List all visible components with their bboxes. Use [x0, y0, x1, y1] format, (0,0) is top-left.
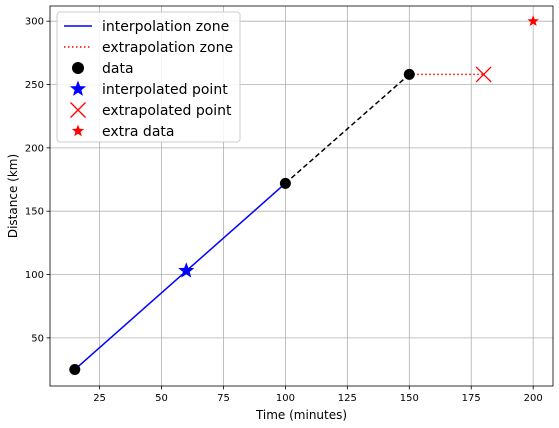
x-tick-label: 125	[338, 393, 357, 404]
data-point-interpolated-point	[178, 262, 195, 278]
legend-sample-circle	[72, 62, 84, 74]
y-tick-label: 100	[25, 270, 44, 281]
x-tick-label: 200	[524, 393, 543, 404]
series-line-interpolation-zone	[74, 182, 286, 371]
y-tick-label: 150	[25, 207, 44, 218]
series-line-dashed	[284, 73, 410, 184]
legend-label: interpolation zone	[102, 19, 229, 35]
legend-label: data	[102, 61, 134, 77]
x-tick-label: 50	[155, 393, 168, 404]
plot-frame	[49, 5, 554, 387]
legend-sample-star	[69, 80, 87, 96]
legend-label: extra data	[102, 124, 174, 140]
x-tick-label: 25	[93, 393, 106, 404]
y-tick-label: 200	[25, 143, 44, 154]
legend-label: extrapolation zone	[102, 40, 233, 56]
legend-label: interpolated point	[102, 82, 228, 98]
data-point-data	[403, 68, 415, 80]
x-tick-label: 150	[400, 393, 419, 404]
y-axis-label: Distance (km)	[6, 154, 20, 238]
x-axis-label: Time (minutes)	[255, 408, 347, 422]
ticks: 25 50 75 100 125 150 175 200 50 100 150 200 250 300	[25, 17, 543, 404]
x-tick-label: 100	[276, 393, 295, 404]
x-tick-label: 175	[462, 393, 481, 404]
data-point-extra-data	[527, 15, 539, 27]
legend-sample-star	[71, 124, 85, 137]
data-point-extrapolated-point	[475, 66, 492, 83]
y-tick-label: 300	[25, 17, 44, 28]
legend-box	[56, 11, 241, 143]
legend-sample-x	[70, 102, 86, 118]
legend: interpolation zone extrapolation zone data…	[56, 11, 241, 143]
data-point-data	[69, 364, 81, 376]
series-layer	[69, 15, 539, 376]
y-tick-label: 250	[25, 80, 44, 91]
legend-label: extrapolated point	[102, 103, 232, 119]
data-point-data	[279, 177, 291, 189]
y-tick-label: 50	[31, 333, 44, 344]
x-tick-label: 75	[217, 393, 230, 404]
